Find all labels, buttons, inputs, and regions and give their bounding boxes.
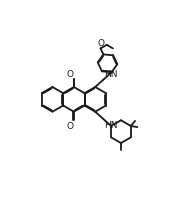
Text: O: O — [66, 70, 73, 79]
Text: O: O — [66, 121, 73, 130]
Text: HN: HN — [104, 121, 118, 130]
Text: O: O — [97, 39, 104, 48]
Text: HN: HN — [104, 70, 118, 79]
